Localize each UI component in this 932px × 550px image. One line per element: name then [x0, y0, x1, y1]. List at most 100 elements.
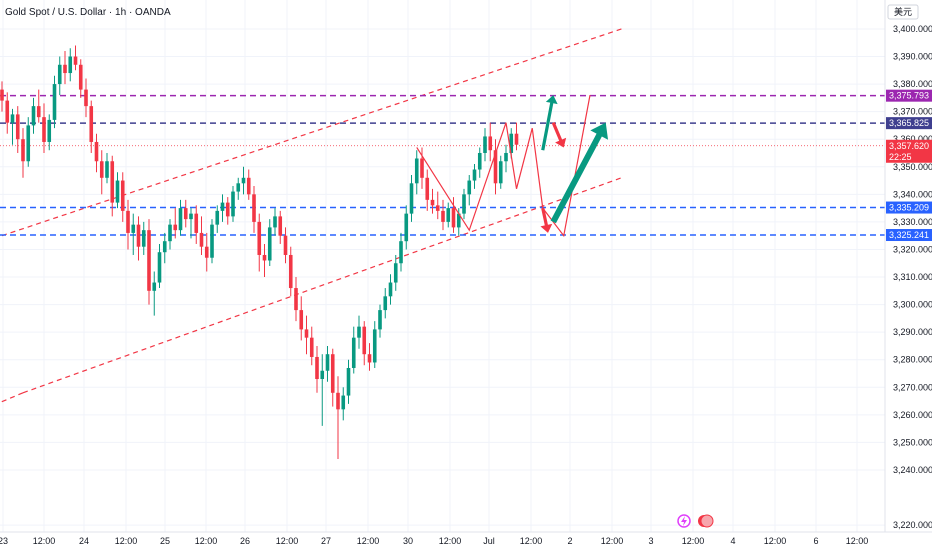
x-tick-label: 25	[160, 536, 170, 546]
x-tick-label: 12:00	[846, 536, 869, 546]
level-price-badge	[886, 117, 932, 130]
scenario-path[interactable]	[416, 94, 591, 238]
candle-body	[94, 141, 99, 162]
x-tick-label: 30	[403, 536, 413, 546]
x-tick-label: 24	[79, 536, 89, 546]
x-tick-label: 12:00	[764, 536, 787, 546]
y-tick-label: 3,370.000	[893, 107, 932, 117]
candle-body	[252, 194, 256, 222]
current-price-badge	[886, 139, 932, 163]
candle-body	[73, 56, 78, 65]
candle-body	[10, 114, 15, 123]
candle-body	[351, 337, 356, 368]
candle-body	[488, 136, 493, 151]
candle-body	[267, 227, 272, 261]
x-tick-label: 12:00	[601, 536, 624, 546]
currency-button-frame[interactable]	[887, 4, 919, 20]
countdown-label: 22:25	[889, 152, 912, 162]
x-tick-label: 12:00	[115, 536, 138, 546]
candle-body	[451, 208, 456, 228]
us-flag-icon	[700, 514, 714, 528]
candle-body	[372, 329, 377, 363]
candle-body	[157, 252, 162, 283]
candle-body	[178, 208, 183, 231]
forecast-arrow[interactable]	[540, 207, 553, 233]
candle-body	[425, 177, 430, 200]
x-tick-label: 12:00	[682, 536, 705, 546]
candle-body	[393, 263, 398, 283]
candle-body	[462, 194, 466, 214]
y-tick-label: 3,380.000	[893, 79, 932, 89]
candle-body	[89, 106, 94, 142]
candle-body	[84, 89, 88, 107]
candle-body	[52, 84, 57, 120]
trend-line[interactable]	[1, 28, 622, 237]
price-badges: 3,375.793 3,365.825 3,335.209 3,325.241 3,35…	[886, 89, 932, 242]
candle-body	[168, 224, 172, 242]
candle-body	[320, 370, 325, 380]
y-tick-label: 3,240.000	[893, 465, 932, 475]
y-tick-label: 3,300.000	[893, 300, 932, 310]
candle-body	[194, 213, 199, 233]
candle-body	[57, 64, 62, 85]
event-icons[interactable]	[677, 514, 714, 528]
candle-body	[456, 213, 461, 228]
candle-body	[509, 133, 514, 153]
forecast-arrow[interactable]	[541, 95, 558, 151]
level-price-badge	[886, 201, 932, 214]
current-price-label: 3,357.620	[889, 141, 929, 151]
price-axis[interactable]: 3,400.000 3,390.000 3,380.000 3,370.000 3,36…	[893, 24, 932, 530]
trend-line[interactable]	[22, 177, 622, 394]
candle-body	[446, 208, 451, 222]
candle-body	[210, 224, 214, 258]
candle-body	[0, 89, 4, 101]
candle-body	[31, 106, 36, 126]
x-tick-label: 12:00	[520, 536, 543, 546]
large-forecast-arrow[interactable]	[550, 122, 609, 224]
candle-body	[110, 161, 115, 203]
forecast-arrow[interactable]	[551, 122, 567, 148]
candle-body	[246, 177, 251, 195]
time-axis[interactable]: 23 12:00 24 12:00 25 12:00 26 12:00 27 12:00 30 12:…	[0, 536, 868, 546]
candle-body	[304, 329, 309, 338]
candle-body	[420, 158, 424, 178]
scenario-paths[interactable]	[416, 94, 591, 238]
trend-lines[interactable]	[0, 28, 622, 415]
candle-body	[477, 152, 482, 170]
candle-body	[399, 241, 403, 264]
candle-body	[414, 158, 419, 184]
candle-body	[120, 180, 125, 211]
candle-body	[199, 232, 204, 247]
x-tick-label: 12:00	[33, 536, 56, 546]
candle-body	[336, 392, 340, 410]
y-tick-label: 3,400.000	[893, 24, 932, 34]
x-tick-label: 3	[648, 536, 653, 546]
forecast-arrows[interactable]	[540, 95, 609, 233]
currency-button[interactable]: 美元	[894, 6, 912, 17]
candle-body	[183, 208, 188, 220]
candle-body	[47, 119, 52, 142]
candle-body	[409, 183, 414, 214]
symbol-title: Gold Spot / U.S. Dollar · 1h · OANDA	[5, 7, 171, 18]
candle-body	[362, 326, 367, 355]
candle-body	[504, 152, 508, 162]
candle-body	[341, 395, 346, 410]
candle-body	[257, 221, 262, 255]
candle-body	[78, 64, 83, 90]
candle-body	[63, 64, 67, 74]
candle-body	[309, 337, 314, 357]
y-tick-label: 3,280.000	[893, 355, 932, 365]
candle-body	[430, 199, 435, 206]
candle-body	[441, 210, 445, 222]
trend-line[interactable]	[0, 392, 24, 415]
candle-body	[141, 230, 146, 247]
y-tick-label: 3,350.000	[893, 162, 932, 172]
candle-body	[36, 106, 41, 118]
candle-body	[147, 230, 151, 291]
candle-body	[273, 216, 277, 228]
candle-body	[357, 326, 361, 338]
x-tick-label: 27	[321, 536, 331, 546]
candle-body	[204, 246, 209, 258]
